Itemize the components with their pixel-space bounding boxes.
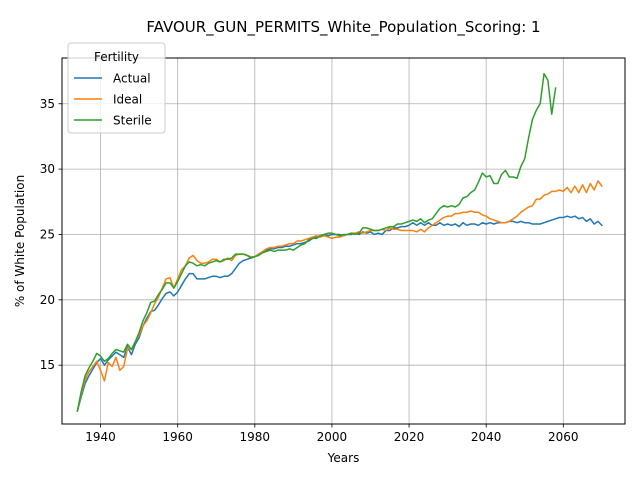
- legend-entries: Actual Ideal Sterile: [74, 72, 152, 128]
- x-tick-label: 2060: [548, 430, 579, 444]
- series-line-ideal: [76, 180, 603, 412]
- y-tick-label: 30: [40, 162, 55, 176]
- y-tick-label: 15: [40, 358, 55, 372]
- legend: Fertility Actual Ideal Sterile: [67, 42, 166, 134]
- x-tick-label: 2040: [471, 430, 502, 444]
- series-line-actual: [76, 215, 603, 412]
- y-tick-label: 20: [40, 293, 55, 307]
- x-axis-label: Years: [327, 451, 360, 465]
- legend-label-sterile: Sterile: [113, 114, 152, 128]
- legend-box: [67, 42, 166, 134]
- plot-area-frame: [61, 57, 626, 425]
- x-tick-label: 1940: [85, 430, 116, 444]
- y-tick-label: 25: [40, 227, 55, 241]
- legend-title: Fertility: [94, 50, 139, 64]
- x-tick-label: 2000: [317, 430, 348, 444]
- legend-label-ideal: Ideal: [113, 93, 142, 107]
- chart-title: FAVOUR_GUN_PERMITS_White_Population_Scor…: [146, 18, 540, 37]
- series-line-sterile: [76, 72, 557, 412]
- y-axis-label: % of White Population: [13, 175, 27, 307]
- axis-ticks: 1940 1960 1980 2000 2020 2040 2060 15 20 25 30 35: [40, 97, 579, 444]
- y-tick-label: 35: [40, 97, 55, 111]
- x-tick-label: 1960: [162, 430, 193, 444]
- x-tick-label: 1980: [240, 430, 271, 444]
- legend-label-actual: Actual: [113, 72, 151, 86]
- series-lines: [76, 72, 603, 412]
- x-tick-label: 2020: [394, 430, 425, 444]
